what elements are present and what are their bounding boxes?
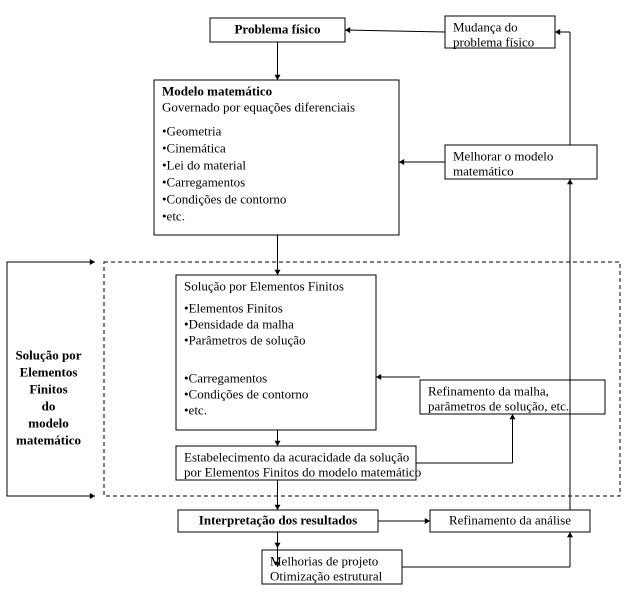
- side-label-line: do: [42, 399, 56, 414]
- svg-text:matemático: matemático: [453, 164, 514, 179]
- svg-text:•Elementos Finitos: •Elementos Finitos: [184, 301, 283, 316]
- svg-text:por Elementos Finitos do model: por Elementos Finitos do modelo matemáti…: [184, 465, 421, 480]
- svg-text:Governado por equações diferen: Governado por equações diferenciais: [162, 100, 355, 115]
- svg-text:Refinamento da malha,: Refinamento da malha,: [428, 384, 549, 399]
- svg-text:•Carregamentos: •Carregamentos: [184, 371, 267, 386]
- side-label-line: Elementos: [20, 365, 78, 380]
- side-label-line: modelo: [28, 416, 68, 431]
- flowchart-canvas: Problema físico Mudança doproblema físico…: [0, 0, 636, 593]
- svg-text:Mudança do: Mudança do: [453, 20, 518, 35]
- svg-text:Modelo matemático: Modelo matemático: [162, 84, 272, 99]
- svg-text:Estabelecimento da acuracidade: Estabelecimento da acuracidade da soluçã…: [184, 450, 409, 465]
- svg-text:•etc.: •etc.: [184, 403, 207, 418]
- svg-text:•Geometria: •Geometria: [162, 124, 222, 139]
- svg-text:Interpretação dos resultados: Interpretação dos resultados: [199, 513, 357, 528]
- svg-text:parâmetros de solução, etc.: parâmetros de solução, etc.: [428, 399, 569, 414]
- svg-text:•Carregamentos: •Carregamentos: [162, 175, 245, 190]
- svg-text:Melhorias de projeto: Melhorias de projeto: [270, 554, 378, 569]
- svg-text:•Cinemática: •Cinemática: [162, 141, 226, 156]
- svg-text:•Condições de contorno: •Condições de contorno: [162, 192, 286, 207]
- side-label-line: Solução por: [15, 348, 81, 363]
- svg-text:•etc.: •etc.: [162, 209, 185, 224]
- svg-text:Problema físico: Problema físico: [234, 22, 320, 37]
- svg-text:Refinamento da análise: Refinamento da análise: [449, 513, 571, 528]
- svg-text:problema físico: problema físico: [453, 35, 534, 50]
- svg-text:Otimização estrutural: Otimização estrutural: [270, 569, 383, 584]
- side-label-line: matemático: [16, 433, 81, 448]
- svg-text:Solução por Elementos Finitos: Solução por Elementos Finitos: [184, 279, 344, 294]
- svg-text:•Lei do material: •Lei do material: [162, 158, 246, 173]
- svg-text:•Densidade da malha: •Densidade da malha: [184, 317, 294, 332]
- side-label-line: Finitos: [29, 382, 67, 397]
- svg-text:Melhorar o modelo: Melhorar o modelo: [453, 149, 553, 164]
- svg-text:•Condições de contorno: •Condições de contorno: [184, 387, 308, 402]
- svg-text:•Parâmetros de solução: •Parâmetros de solução: [184, 333, 306, 348]
